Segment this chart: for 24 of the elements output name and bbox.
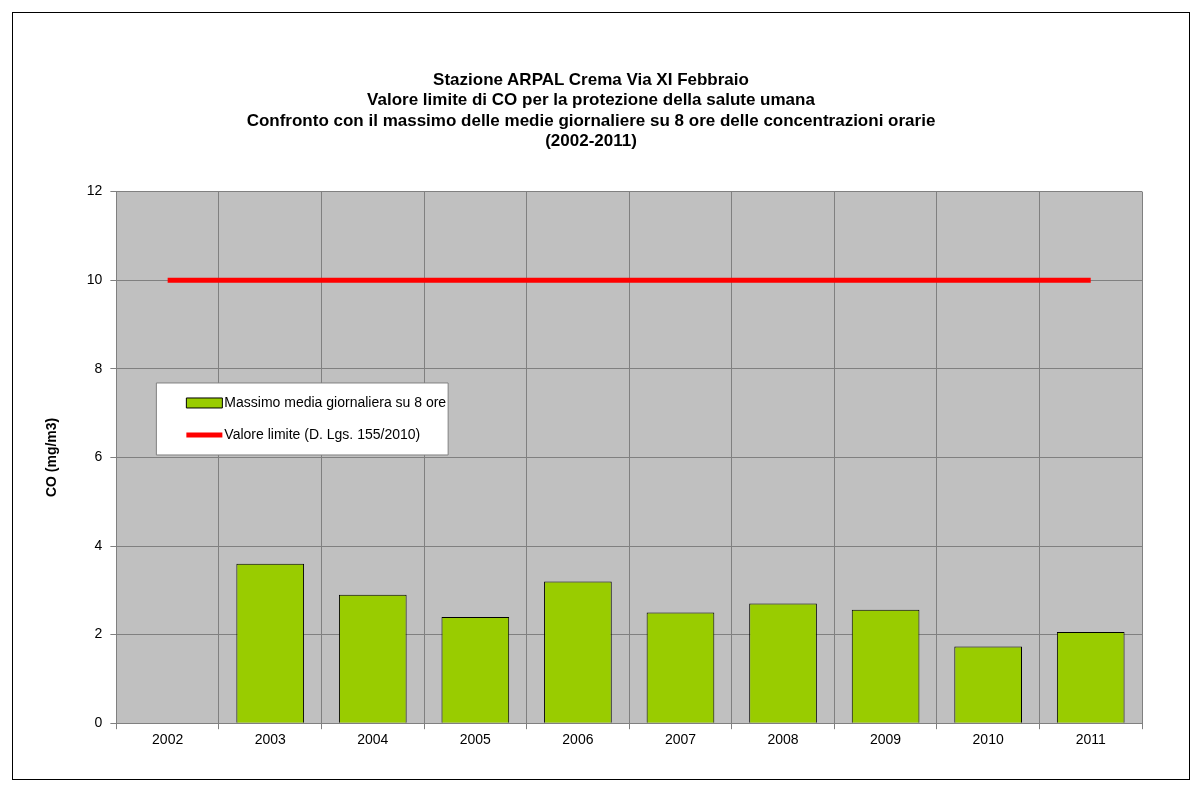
x-tick-label: 2010 xyxy=(972,731,1004,748)
text: Valore limite di CO per la protezione della salute umana xyxy=(367,90,815,110)
x-tick-label: 2002 xyxy=(152,731,184,748)
x-tick-label: 2007 xyxy=(664,731,697,748)
y-tick-label: 2 xyxy=(94,625,103,642)
x-tick-label: 2009 xyxy=(870,731,902,748)
y-tick-label: 0 xyxy=(94,714,103,731)
text: (2002-2011) xyxy=(545,131,637,151)
x-tick-label: 2003 xyxy=(254,731,286,748)
y-tick-label: 10 xyxy=(86,271,103,288)
x-tick-label: 2005 xyxy=(459,731,492,748)
y-tick-label: 8 xyxy=(94,359,103,376)
x-tick-label: 2008 xyxy=(767,731,799,748)
y-axis-title: CO (mg/m3) xyxy=(43,417,60,498)
y-tick-label: 4 xyxy=(94,536,103,553)
x-tick-label: 2006 xyxy=(562,731,594,748)
y-tick-label: 6 xyxy=(94,448,103,465)
x-tick-label: 2004 xyxy=(357,731,389,748)
text: Stazione ARPAL Crema Via XI Febbraio xyxy=(433,69,749,89)
y-tick-label: 12 xyxy=(86,182,103,199)
legend-label: Valore limite (D. Lgs. 155/2010) xyxy=(224,425,421,442)
x-tick-label: 2011 xyxy=(1075,731,1106,748)
legend-label: Massimo media giornaliera su 8 ore xyxy=(224,393,447,410)
text: Confronto con il massimo delle medie giornaliere su 8 ore delle concentrazioni orarie xyxy=(246,110,936,130)
